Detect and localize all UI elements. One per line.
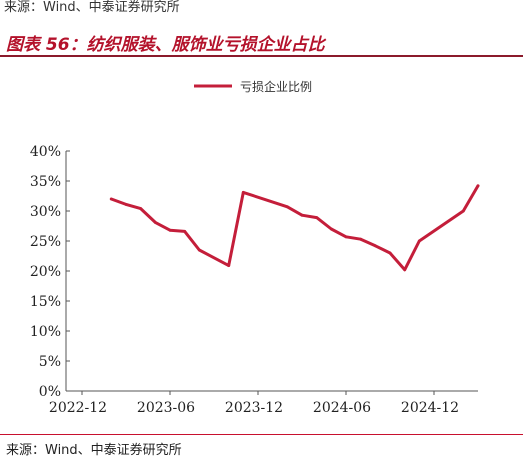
data-point (227, 264, 231, 267)
bottom-rule (0, 434, 523, 435)
data-point (285, 205, 289, 209)
x-tick-label: 2023-12 (225, 400, 283, 416)
y-axis: 0% 5% 10% 15% 20% 25% 30% 35% 40% (30, 144, 70, 400)
data-point (403, 268, 407, 272)
y-tick-label: 20% (30, 264, 61, 280)
bottom-source-text: 来源：Wind、中泰证券研究所 (6, 443, 182, 458)
data-point (124, 203, 128, 206)
top-source-text: 来源：Wind、中泰证券研究所 (4, 0, 180, 15)
data-point (461, 209, 465, 213)
data-point (300, 213, 304, 217)
line-chart: 亏损企业比例 0% 5% 10% 15% 20% 25% 30% 35% 40% 2022-12… (30, 79, 480, 416)
data-point (183, 230, 187, 233)
x-tick-label: 2024-06 (313, 400, 371, 416)
title-bar: 图表 56：纺织服装、服饰业亏损企业占比 (0, 28, 523, 57)
y-tick-label: 5% (39, 354, 61, 370)
data-point (388, 251, 392, 255)
data-point (359, 237, 363, 241)
data-point (139, 207, 143, 211)
y-tick-label: 35% (30, 174, 61, 190)
data-point (315, 216, 319, 220)
legend: 亏损企业比例 (194, 79, 312, 94)
x-tick-label: 2022-12 (49, 400, 107, 416)
data-point (197, 248, 201, 252)
data-point (476, 184, 480, 188)
data-point (329, 227, 333, 231)
data-point (109, 197, 113, 201)
y-tick-label: 10% (30, 324, 61, 340)
x-axis: 2022-12 2023-06 2023-12 2024-06 2024-12 (49, 390, 478, 416)
plot-area (109, 184, 480, 272)
data-point (153, 221, 157, 224)
data-point (417, 239, 421, 243)
data-point (168, 228, 172, 232)
data-point (373, 244, 377, 248)
y-tick-label: 0% (39, 384, 61, 400)
legend-label: 亏损企业比例 (240, 79, 312, 94)
data-point (344, 235, 348, 239)
data-point (241, 191, 245, 194)
figure-title: 图表 56：纺织服装、服饰业亏损企业占比 (6, 35, 325, 55)
y-tick-label: 15% (30, 294, 61, 310)
y-tick-label: 30% (30, 204, 61, 220)
series-line (109, 184, 480, 272)
y-tick-label: 40% (30, 144, 61, 160)
x-tick-label: 2024-12 (401, 400, 459, 416)
x-tick-label: 2023-06 (137, 400, 195, 416)
y-tick-label: 25% (30, 234, 61, 250)
